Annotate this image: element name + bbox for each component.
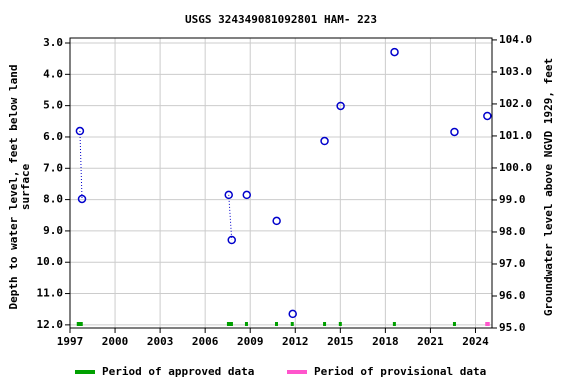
y2-tick-label: 101.0 [499,129,532,142]
data-point [483,111,492,121]
period-bar [452,322,456,326]
y-tick-label: 7.0 [43,161,63,174]
y2-tick-label: 96.0 [499,289,526,302]
period-bar [338,322,342,326]
data-point [227,235,236,245]
x-tick-label: 2000 [102,335,129,348]
y-tick-label: 6.0 [43,130,63,143]
y2-tick-label: 102.0 [499,97,532,110]
y2-tick-label: 98.0 [499,225,526,238]
period-bar [226,322,233,326]
period-bar [323,322,327,326]
y2-tick-label: 104.0 [499,33,532,46]
y2-tick-label: 97.0 [499,257,526,270]
x-tick-label: 2006 [192,335,219,348]
data-point [288,309,297,319]
data-point [224,190,233,200]
x-tick-label: 2009 [237,335,264,348]
plot-frame [69,37,493,329]
y-axis-label: surface [19,163,32,210]
y-tick-label: 3.0 [43,36,63,49]
connector [228,194,233,241]
y-tick-label: 5.0 [43,99,63,112]
data-point [75,126,85,136]
period-bar [485,322,490,326]
x-tick-label: 2018 [372,335,399,348]
y-tick-label: 11.0 [37,287,64,300]
y-tick-label: 9.0 [43,224,63,237]
period-bar [244,322,248,326]
x-tick-label: 2015 [327,335,354,348]
period-bar [392,322,396,326]
period-bar [76,322,83,326]
x-tick-label: 2003 [147,335,174,348]
x-tick-label: 2021 [417,335,444,348]
y-tick-label: 4.0 [43,67,63,80]
y-axis-label: Depth to water level, feet below land [7,64,20,309]
data-point [390,47,399,57]
y2-tick-label: 99.0 [499,193,526,206]
legend-label: Period of provisional data [314,365,486,378]
data-point [242,190,252,200]
y2-axis-label: Groundwater level above NGVD 1929, feet [542,58,555,316]
data-point [77,194,87,204]
data-point [336,101,345,111]
data-point [450,127,459,137]
y2-tick-label: 100.0 [499,161,532,174]
x-tick-label: 2024 [462,335,489,348]
connector [79,130,83,199]
y-tick-label: 8.0 [43,193,63,206]
period-bar [290,322,294,326]
legend-label: Period of approved data [102,365,254,378]
y2-tick-label: 95.0 [499,321,526,334]
y-tick-label: 10.0 [37,255,64,268]
y-tick-label: 12.0 [37,318,64,331]
data-point [320,136,329,146]
data-point [272,216,281,226]
y2-tick-label: 103.0 [499,65,532,78]
period-bar [274,322,278,326]
chart-title: USGS 324349081092801 HAM- 223 [185,13,377,26]
x-tick-label: 2012 [282,335,309,348]
x-tick-label: 1997 [57,335,84,348]
